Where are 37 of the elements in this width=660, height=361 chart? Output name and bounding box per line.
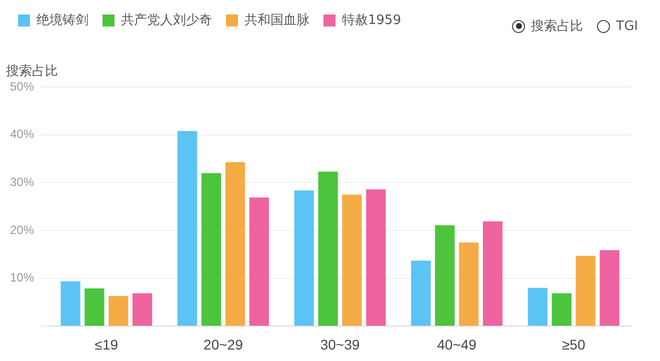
legend-label: 共和国血脉 bbox=[244, 12, 310, 28]
radio-button-selected[interactable]: 搜索占比 bbox=[512, 17, 584, 35]
bar bbox=[249, 198, 269, 326]
bar bbox=[366, 189, 386, 326]
x-tick-label: 40~49 bbox=[437, 336, 477, 352]
bar bbox=[201, 173, 222, 326]
y-tick-label: 30% bbox=[10, 174, 34, 189]
bar bbox=[177, 131, 198, 326]
y-tick-label: 10% bbox=[10, 270, 34, 285]
bar bbox=[576, 256, 596, 326]
bar bbox=[435, 225, 455, 326]
bar bbox=[84, 288, 104, 326]
x-tick-label: ≥50 bbox=[562, 336, 586, 352]
bar bbox=[108, 296, 128, 326]
y-tick-label: 50% bbox=[10, 79, 34, 94]
legend-label: 特赦1959 bbox=[342, 12, 402, 28]
y-axis-title: 搜索占比 bbox=[6, 63, 58, 80]
bar bbox=[411, 260, 431, 326]
bar bbox=[482, 221, 503, 326]
legend-label: 绝境铸剑 bbox=[36, 12, 88, 28]
bar bbox=[60, 281, 80, 326]
bar bbox=[294, 190, 314, 326]
bar bbox=[458, 242, 479, 326]
bar bbox=[600, 250, 620, 326]
x-tick-label: 20~29 bbox=[204, 336, 244, 352]
x-tick-label: 30~39 bbox=[320, 336, 360, 352]
x-tick-label: ≤19 bbox=[94, 336, 118, 352]
bar bbox=[552, 293, 572, 326]
legend-label: 共产党人刘少奇 bbox=[121, 12, 212, 28]
y-tick-label: 40% bbox=[10, 127, 34, 142]
bar bbox=[225, 162, 245, 326]
y-tick-label: 20% bbox=[10, 222, 34, 237]
bar bbox=[528, 288, 548, 326]
bar bbox=[132, 293, 152, 326]
radio-button[interactable]: TGI bbox=[597, 17, 638, 35]
bar bbox=[318, 172, 338, 326]
bar bbox=[342, 194, 362, 326]
